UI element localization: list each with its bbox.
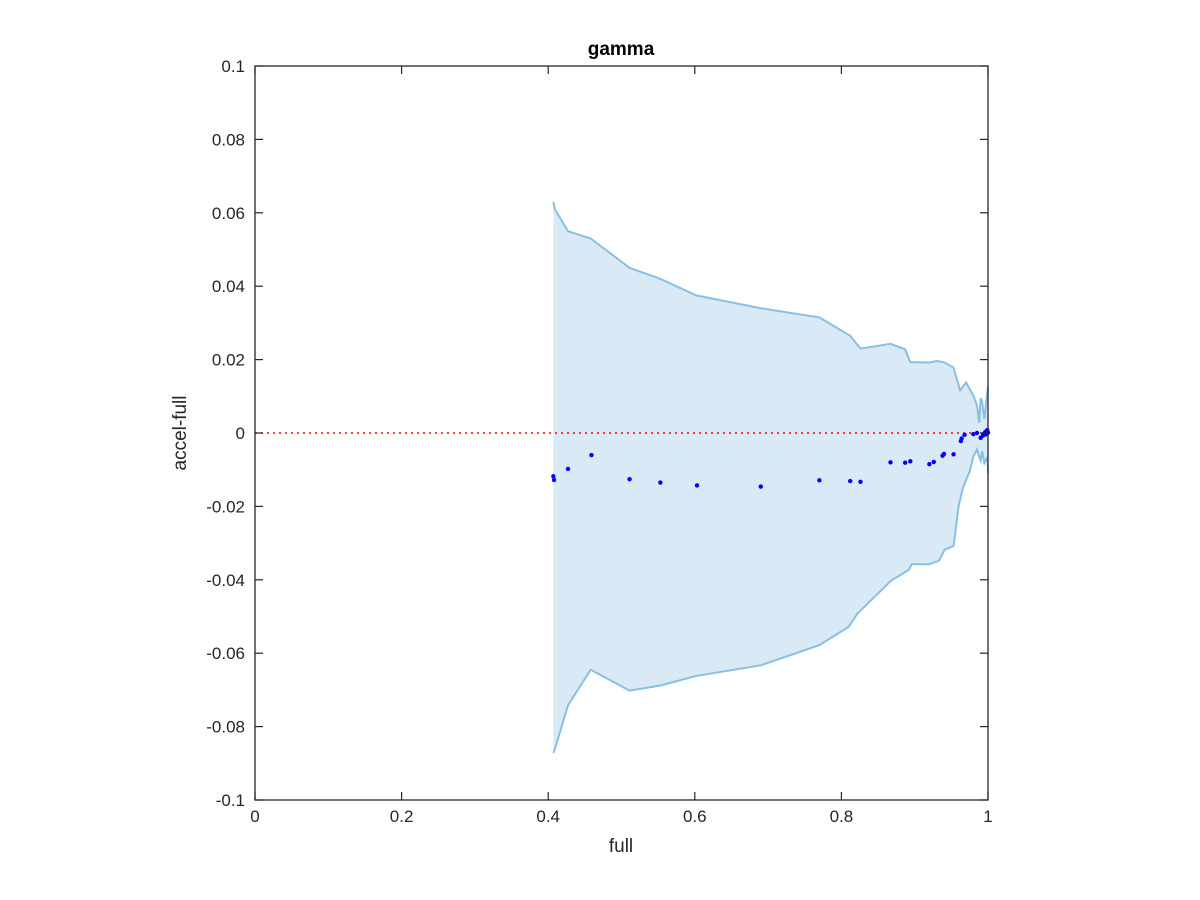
y-tick-label: 0.02 (212, 351, 245, 370)
data-point (931, 459, 936, 465)
data-point (589, 452, 594, 458)
x-tick-label: 1 (983, 807, 992, 826)
data-point (974, 430, 980, 436)
plot-area (255, 201, 991, 754)
data-point (951, 452, 956, 457)
y-tick-label: 0.06 (212, 204, 245, 223)
data-point (959, 436, 964, 441)
x-tick-label: 0 (250, 807, 259, 826)
chart-title: gamma (588, 39, 655, 60)
data-point (658, 480, 663, 485)
x-tick-label: 0.2 (390, 807, 414, 826)
data-point (971, 431, 976, 437)
y-tick-label: -0.06 (206, 644, 245, 663)
data-point (847, 478, 853, 484)
data-point (565, 466, 571, 472)
data-point (694, 483, 700, 488)
data-point (551, 477, 557, 483)
y-tick-label: -0.02 (206, 497, 245, 516)
y-tick-label: -0.04 (206, 571, 245, 590)
y-tick-label: -0.08 (206, 718, 245, 737)
x-tick-label: 0.6 (683, 807, 707, 826)
y-axis-label: accel-full (170, 396, 191, 471)
data-point (941, 451, 947, 457)
data-point (908, 459, 913, 464)
data-point (858, 479, 863, 485)
confidence-band (553, 201, 988, 754)
data-point (758, 484, 763, 489)
axes: 0 0.2 0.4 0.6 0.8 1 -0.1 -0.08 -0.06 -0.04 -0.02 0 0… (206, 57, 992, 826)
data-point (962, 432, 967, 438)
band-upper-edge (552, 201, 989, 423)
data-point (902, 460, 908, 465)
data-point (817, 478, 822, 483)
y-tick-label: -0.1 (216, 791, 245, 810)
data-point (627, 477, 632, 482)
y-tick-label: 0.08 (212, 130, 245, 149)
y-tick-label: 0.1 (221, 57, 245, 76)
x-axis-label: full (609, 836, 633, 857)
data-point (927, 461, 932, 467)
x-tick-label: 0.8 (830, 807, 854, 826)
data-point (888, 460, 893, 465)
band-lower-edge (552, 446, 989, 754)
x-tick-label: 0.4 (536, 807, 560, 826)
y-tick-label: 0 (236, 424, 245, 443)
y-tick-label: 0.04 (212, 277, 245, 296)
data-point (551, 474, 556, 479)
